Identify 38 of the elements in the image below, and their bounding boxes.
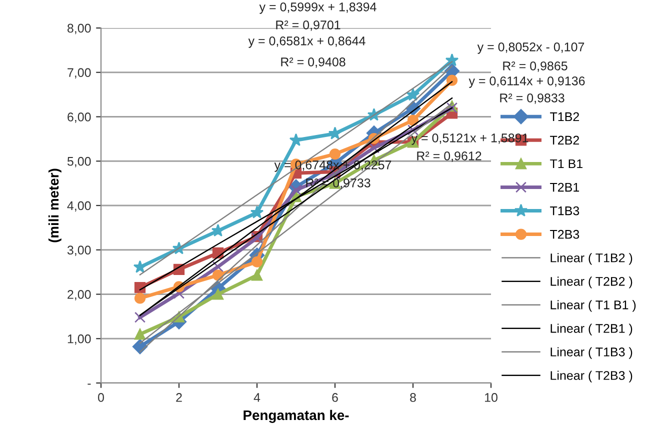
legend-label: T2B2 bbox=[550, 136, 579, 145]
x-axis-title: Pengamatan ke- bbox=[244, 410, 349, 423]
legend-label: Linear ( T1B3 ) bbox=[550, 347, 632, 359]
annotation: y = 0,8052x - 0,107 bbox=[477, 42, 584, 54]
text: R² = 0,9833 bbox=[500, 94, 564, 104]
annotation: R² = 0,9701 bbox=[276, 20, 340, 31]
x-tick-label: 10 bbox=[485, 393, 498, 402]
y-tick-label: 7,00 bbox=[68, 68, 91, 79]
x-tick-label: 6 bbox=[332, 393, 338, 402]
y-tick-label: 3,00 bbox=[67, 246, 91, 256]
y-tick-label: 6,00 bbox=[68, 112, 91, 123]
x-tick-label: 0 bbox=[98, 393, 104, 402]
legend-label: T2B3 bbox=[550, 230, 580, 239]
y-tick-label: 2,00 bbox=[68, 290, 91, 300]
annotation: y = 0,6114x + 0,9136 bbox=[468, 76, 585, 88]
y-tick-label: - bbox=[88, 384, 91, 385]
legend-label: Linear ( T2B2 ) bbox=[550, 276, 632, 288]
text: y = 0,5999x + 1,8394 bbox=[259, 2, 376, 14]
legend-label: Linear ( T2B1 ) bbox=[550, 324, 632, 336]
legend-label: Linear ( T1 B1 ) bbox=[550, 300, 636, 312]
annotation: y = 0,6581x + 0,8644 bbox=[248, 36, 366, 48]
legend-label: T1B2 bbox=[550, 112, 579, 122]
x-tick-label: 2 bbox=[176, 393, 182, 402]
x-tick-label: 8 bbox=[410, 393, 416, 402]
y-tick-label: 4,00 bbox=[67, 201, 91, 212]
legend-label: Linear ( T1B2 ) bbox=[550, 253, 632, 265]
annotation: R² = 0,9408 bbox=[281, 58, 346, 68]
y-axis-title: (mili meter) bbox=[48, 168, 62, 242]
legend-label: T1B3 bbox=[550, 206, 580, 216]
y-tick-label: 1,00 bbox=[68, 334, 91, 345]
y-tick-label: 5,00 bbox=[67, 156, 91, 168]
legend-label: Linear ( T2B3 ) bbox=[550, 370, 632, 382]
text: R² = 0,9865 bbox=[503, 62, 568, 72]
y-tick-label: 8,00 bbox=[67, 24, 91, 34]
legend-label: T2B1 bbox=[550, 182, 580, 192]
x-tick-label: 4 bbox=[254, 393, 260, 402]
annotation: R² = 0,9612 bbox=[417, 152, 482, 162]
legend-label: T1 B1 bbox=[550, 159, 582, 168]
